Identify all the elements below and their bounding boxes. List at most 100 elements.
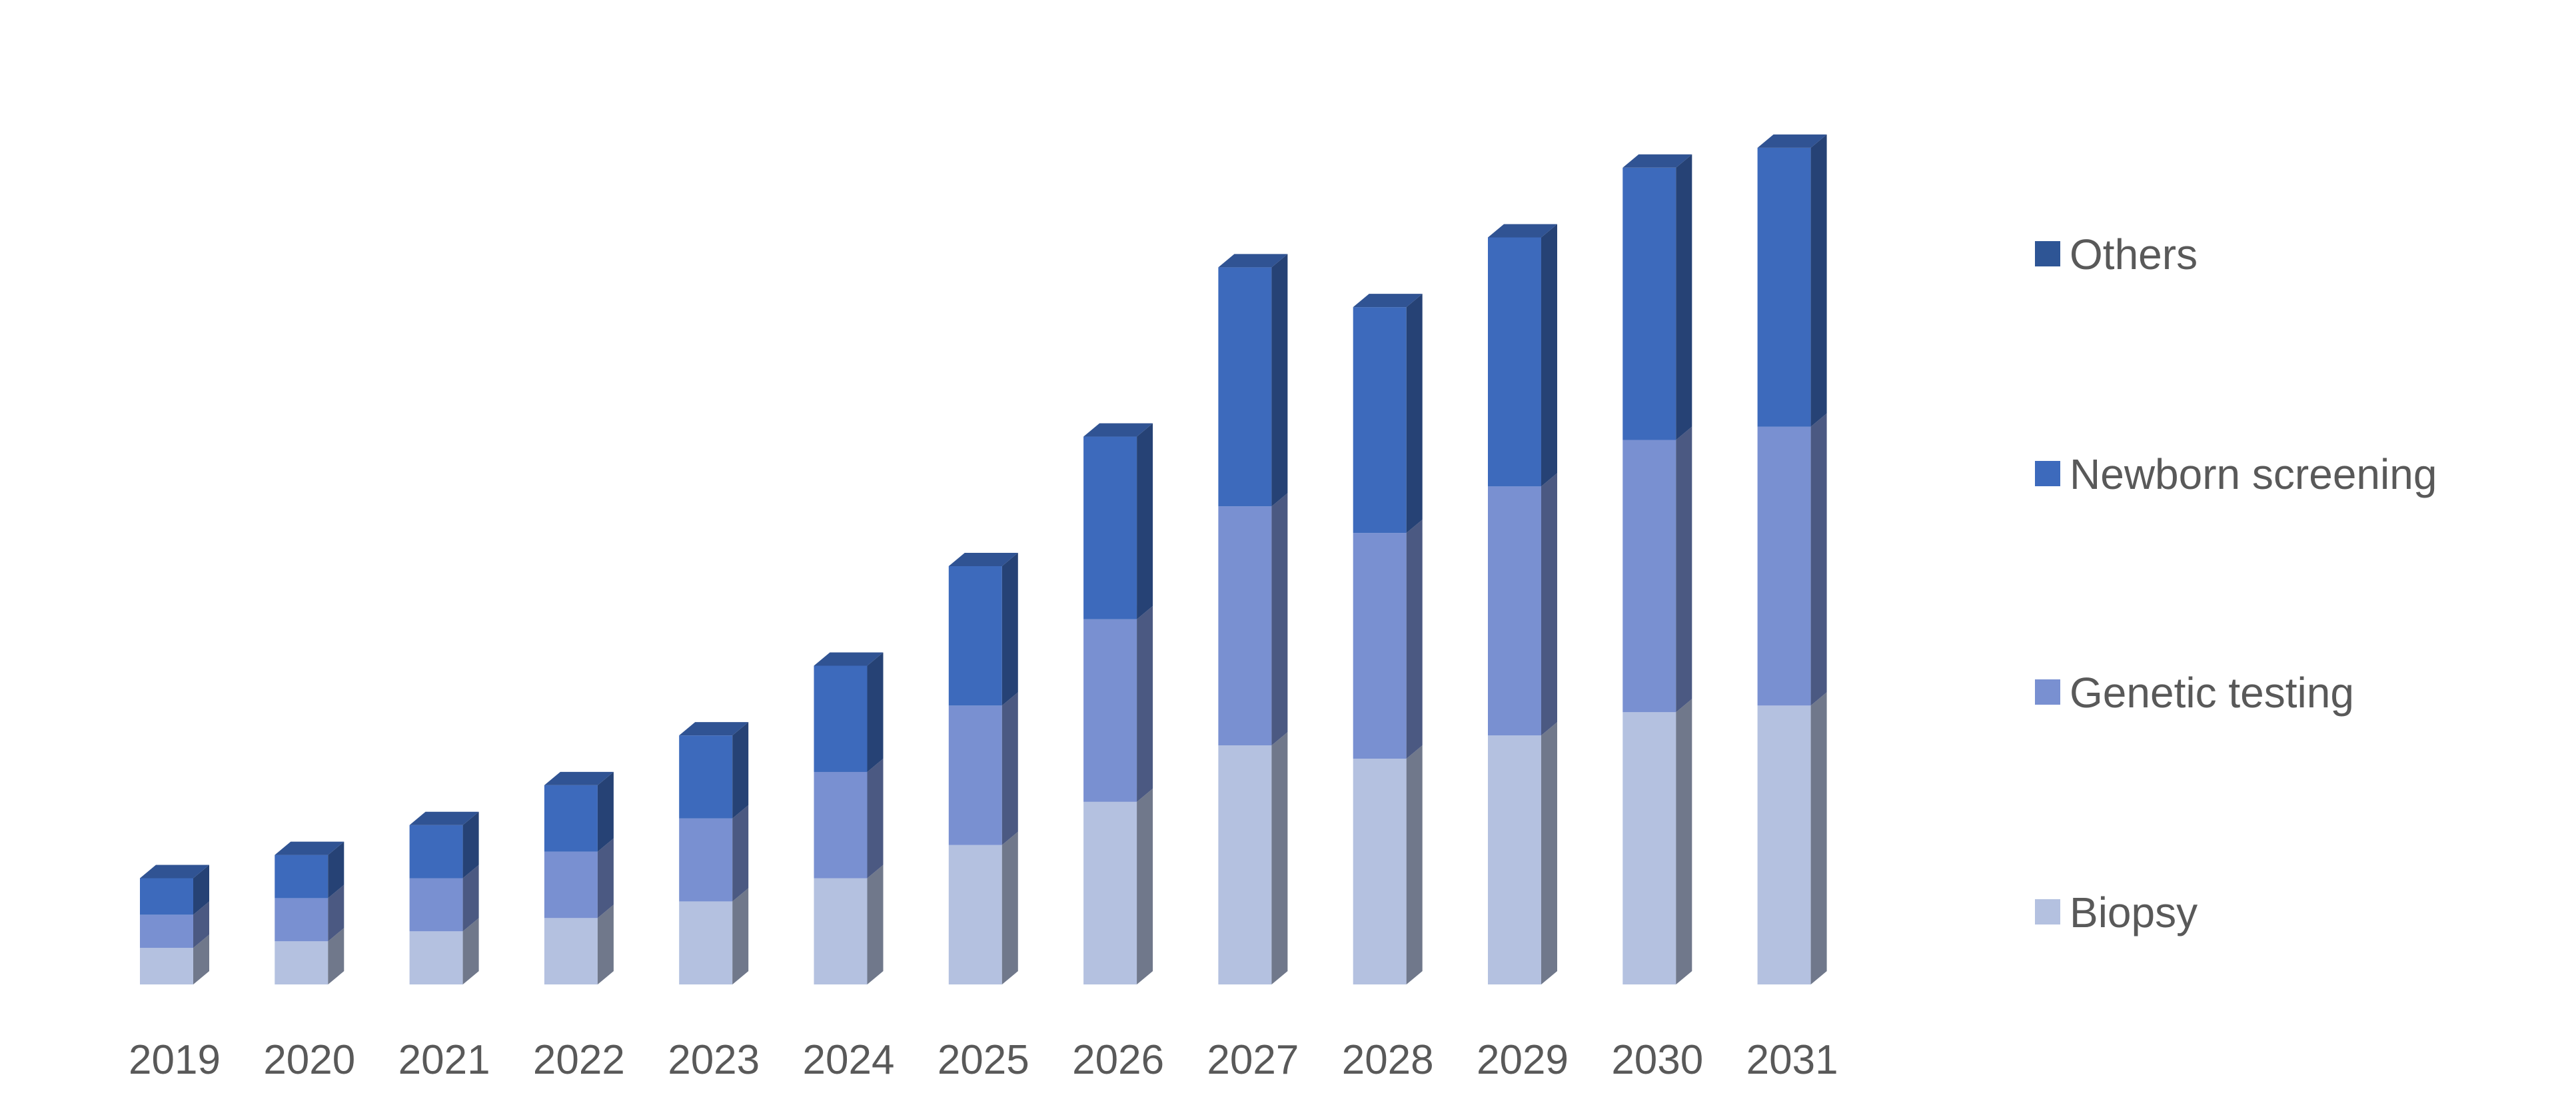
bar-newborn-screening-2030 bbox=[1622, 167, 1676, 440]
legend-item-newborn-screening: Newborn screening bbox=[2035, 450, 2437, 498]
x-tick-label-2027: 2027 bbox=[1207, 1037, 1299, 1083]
bar-top-2027 bbox=[1218, 254, 1288, 268]
bar-top-2030 bbox=[1622, 154, 1692, 168]
bar-newborn-screening-2029 bbox=[1488, 237, 1541, 487]
bar-biopsy-2028 bbox=[1353, 759, 1407, 984]
bar-side-genetic-testing-2025 bbox=[1001, 692, 1018, 845]
bar-side-newborn-screening-2028 bbox=[1406, 294, 1423, 534]
bar-genetic-testing-2021 bbox=[409, 878, 463, 932]
bar-biopsy-2027 bbox=[1218, 745, 1272, 984]
legend-label-others: Others bbox=[2070, 230, 2198, 278]
bar-biopsy-2026 bbox=[1083, 801, 1137, 984]
x-tick-label-2021: 2021 bbox=[398, 1037, 490, 1083]
bar-genetic-testing-2020 bbox=[275, 898, 328, 942]
x-tick-label-2024: 2024 bbox=[803, 1037, 895, 1083]
legend-label-biopsy: Biopsy bbox=[2070, 889, 2198, 936]
bar-newborn-screening-2020 bbox=[275, 855, 328, 899]
bar-side-newborn-screening-2027 bbox=[1271, 254, 1288, 507]
bar-biopsy-2022 bbox=[544, 918, 598, 984]
bar-newborn-screening-2025 bbox=[948, 565, 1002, 706]
bar-side-biopsy-2028 bbox=[1406, 745, 1423, 984]
legend-item-genetic-testing: Genetic testing bbox=[2035, 669, 2354, 717]
bar-side-newborn-screening-2026 bbox=[1137, 423, 1153, 619]
x-tick-label-2031: 2031 bbox=[1746, 1037, 1838, 1083]
bar-side-biopsy-2021 bbox=[462, 918, 479, 984]
bar-group-2023 bbox=[679, 722, 749, 984]
bar-genetic-testing-2022 bbox=[544, 851, 598, 919]
bar-newborn-screening-2028 bbox=[1353, 307, 1407, 534]
legend-swatch-genetic-testing bbox=[2035, 679, 2060, 705]
bar-side-biopsy-2027 bbox=[1271, 732, 1288, 984]
bar-side-genetic-testing-2021 bbox=[462, 865, 479, 932]
bar-biopsy-2021 bbox=[409, 931, 463, 984]
bar-side-genetic-testing-2030 bbox=[1676, 426, 1692, 713]
bar-newborn-screening-2026 bbox=[1083, 436, 1137, 619]
bar-newborn-screening-2022 bbox=[544, 785, 598, 852]
bar-side-biopsy-2023 bbox=[732, 888, 749, 984]
bar-group-2030 bbox=[1622, 154, 1692, 984]
bar-side-newborn-screening-2025 bbox=[1001, 552, 1018, 706]
x-tick-label-2020: 2020 bbox=[263, 1037, 355, 1083]
bar-side-biopsy-2030 bbox=[1676, 699, 1692, 984]
bar-side-genetic-testing-2022 bbox=[597, 838, 614, 919]
bar-side-genetic-testing-2028 bbox=[1406, 520, 1423, 759]
bar-side-newborn-screening-2031 bbox=[1810, 134, 1827, 427]
bar-biopsy-2023 bbox=[679, 901, 733, 984]
bar-side-newborn-screening-2024 bbox=[867, 652, 884, 772]
bar-side-newborn-screening-2023 bbox=[732, 722, 749, 819]
bar-biopsy-2020 bbox=[275, 941, 328, 984]
bar-genetic-testing-2024 bbox=[814, 771, 868, 879]
bar-side-newborn-screening-2020 bbox=[328, 841, 344, 899]
bar-group-2020 bbox=[275, 841, 344, 984]
bar-side-genetic-testing-2026 bbox=[1137, 605, 1153, 802]
bar-side-biopsy-2029 bbox=[1541, 722, 1557, 984]
bar-top-2019 bbox=[140, 865, 209, 879]
bar-newborn-screening-2021 bbox=[409, 825, 463, 879]
bar-top-2022 bbox=[544, 771, 614, 785]
bar-biopsy-2031 bbox=[1757, 705, 1811, 984]
bar-top-2031 bbox=[1757, 134, 1827, 148]
bar-side-genetic-testing-2024 bbox=[867, 758, 884, 879]
bar-genetic-testing-2029 bbox=[1488, 486, 1541, 736]
bar-group-2026 bbox=[1083, 423, 1153, 984]
bar-side-biopsy-2026 bbox=[1137, 788, 1153, 984]
bar-biopsy-2019 bbox=[140, 948, 193, 984]
x-tick-label-2030: 2030 bbox=[1611, 1037, 1703, 1083]
legend-item-biopsy: Biopsy bbox=[2035, 889, 2198, 936]
bar-side-newborn-screening-2019 bbox=[193, 865, 209, 915]
bar-newborn-screening-2027 bbox=[1218, 267, 1272, 507]
legend-swatch-others bbox=[2035, 241, 2060, 266]
legend-label-genetic-testing: Genetic testing bbox=[2070, 669, 2354, 717]
plot-area bbox=[140, 134, 1827, 984]
x-tick-label-2026: 2026 bbox=[1072, 1037, 1164, 1083]
bar-side-genetic-testing-2019 bbox=[193, 901, 209, 948]
x-tick-label-2023: 2023 bbox=[668, 1037, 760, 1083]
bar-top-2029 bbox=[1488, 224, 1557, 238]
bar-side-newborn-screening-2029 bbox=[1541, 224, 1557, 487]
bar-side-genetic-testing-2029 bbox=[1541, 473, 1557, 736]
bar-genetic-testing-2028 bbox=[1353, 533, 1407, 759]
bar-side-genetic-testing-2023 bbox=[732, 805, 749, 902]
bar-top-2020 bbox=[275, 841, 344, 855]
bar-biopsy-2030 bbox=[1622, 712, 1676, 984]
bar-top-2024 bbox=[814, 652, 884, 666]
bar-genetic-testing-2027 bbox=[1218, 506, 1272, 746]
bar-side-genetic-testing-2020 bbox=[328, 885, 344, 942]
x-tick-label-2029: 2029 bbox=[1477, 1037, 1569, 1083]
bar-biopsy-2025 bbox=[948, 845, 1002, 984]
bar-top-2026 bbox=[1083, 423, 1153, 437]
bar-newborn-screening-2031 bbox=[1757, 147, 1811, 427]
bar-group-2028 bbox=[1353, 294, 1423, 984]
bar-biopsy-2024 bbox=[814, 878, 868, 984]
x-tick-label-2019: 2019 bbox=[129, 1037, 221, 1083]
bar-side-biopsy-2020 bbox=[328, 928, 344, 984]
legend-swatch-biopsy bbox=[2035, 899, 2060, 924]
bar-genetic-testing-2031 bbox=[1757, 426, 1811, 706]
bar-side-genetic-testing-2031 bbox=[1810, 413, 1827, 706]
bar-group-2025 bbox=[948, 552, 1018, 984]
bar-side-biopsy-2031 bbox=[1810, 692, 1827, 984]
bar-side-genetic-testing-2027 bbox=[1271, 493, 1288, 746]
bar-side-newborn-screening-2030 bbox=[1676, 154, 1692, 440]
bar-biopsy-2029 bbox=[1488, 735, 1541, 984]
